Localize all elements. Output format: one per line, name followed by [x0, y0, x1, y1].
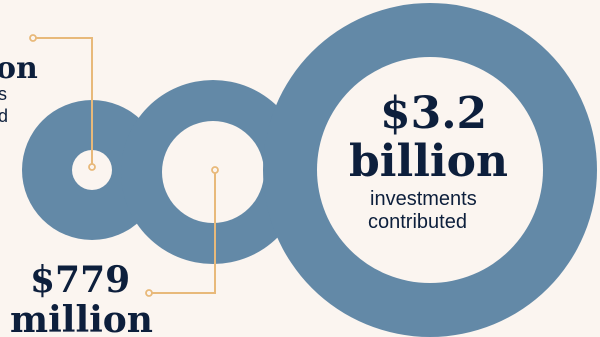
- stat-right-label-line1: investments: [370, 188, 477, 210]
- stat-right-label-line2: contributed: [368, 211, 467, 233]
- stat-middle-value-line2: million: [10, 299, 153, 337]
- leader-line-middle: [149, 170, 216, 294]
- large-ring-hole: [317, 57, 543, 283]
- leader-dot-top-left-end: [88, 163, 96, 171]
- stat-right-value-line1: $3.2: [380, 88, 488, 139]
- stat-top-left-label-line2: d: [0, 106, 9, 126]
- leader-dot-middle-start: [211, 166, 219, 174]
- leader-line-top-left: [33, 37, 93, 167]
- leader-dot-middle-end: [145, 289, 153, 297]
- stat-top-left-value: on: [0, 51, 38, 86]
- stat-middle-value-line1: $779: [30, 259, 131, 301]
- stat-top-left-label-line1: s: [0, 84, 7, 104]
- leader-dot-top-left-start: [29, 34, 37, 42]
- stat-right-value-line2: billion: [349, 136, 508, 187]
